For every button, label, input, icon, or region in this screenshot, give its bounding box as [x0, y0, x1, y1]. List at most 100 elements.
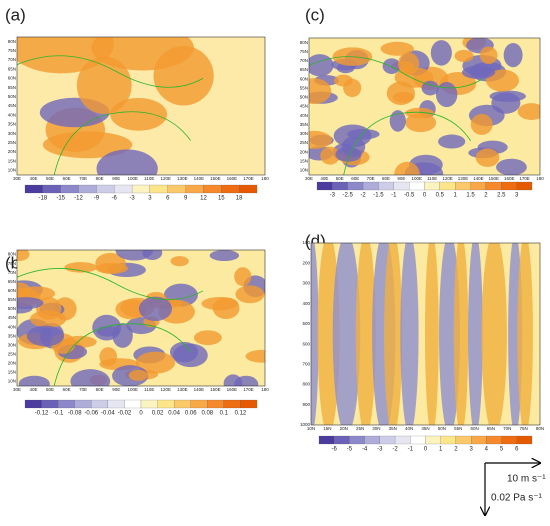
x-tick-label: 40E	[30, 387, 38, 392]
panel-frame	[16, 249, 266, 387]
field-blob	[17, 297, 44, 309]
y-tick-label: 65N	[300, 67, 308, 72]
field-blob	[234, 267, 252, 287]
field-blob	[17, 250, 30, 261]
field-blob	[479, 46, 498, 64]
field-blob	[309, 130, 332, 149]
field-blob	[95, 263, 128, 274]
coastline	[17, 55, 204, 175]
y-tick-label: 70N	[300, 58, 308, 63]
colorbar-segment	[439, 181, 456, 191]
field-blob	[475, 148, 500, 167]
field-blob	[405, 107, 435, 119]
colorbar-segment	[140, 399, 158, 409]
colorbar-tick-label: -1.5	[373, 193, 384, 199]
x-tick-label: 70E	[79, 387, 87, 392]
field-blob	[454, 49, 474, 63]
field-blob	[430, 40, 452, 66]
colorbar-tick-label: 2	[454, 447, 458, 453]
colorbar-tick-label: 5	[500, 447, 504, 453]
colorbar-tick-label: 0.02	[152, 411, 164, 417]
y-tick-label: 30N	[300, 131, 308, 136]
field-blob	[317, 243, 340, 425]
field-blob	[169, 341, 199, 363]
colorbar-segment	[410, 435, 426, 445]
y-tick-label: 50N	[8, 306, 16, 311]
y-tick-label: 300	[302, 281, 310, 286]
y-tick-label: 700	[302, 362, 310, 367]
x-tick-label: 30N	[372, 426, 380, 431]
colorbar-segment	[349, 435, 365, 445]
panel-field	[311, 243, 540, 425]
y-tick-label: 80N	[8, 39, 16, 44]
colorbar-segment	[239, 184, 258, 194]
colorbar-tick-label: 4	[485, 447, 489, 453]
colorbar-tick-label: 0.1	[220, 411, 229, 417]
colorbar-segment	[364, 435, 380, 445]
field-blob	[110, 97, 168, 131]
y-tick-label: 70N	[8, 270, 16, 275]
colorbar-tick-label: 3	[148, 196, 152, 202]
colorbar-segment	[318, 435, 335, 445]
coastline	[309, 56, 483, 175]
colorbar-tick-label: 0.08	[201, 411, 213, 417]
field-blob	[29, 310, 67, 328]
colorbar-tick-label: 1	[439, 447, 443, 453]
field-blob	[393, 91, 415, 103]
colorbar-tick-label: 0.04	[168, 411, 180, 417]
field-blob	[26, 325, 65, 347]
x-tick-label: 100E	[127, 176, 138, 181]
colorbar-tick-label: 3	[515, 193, 519, 199]
colorbar-tick-label: -0.08	[68, 411, 82, 417]
x-tick-label: 70E	[79, 176, 87, 181]
colorbar-segment	[74, 399, 92, 409]
colorbar-tick-label: 0.06	[185, 411, 197, 417]
x-tick-label: 65N	[487, 426, 495, 431]
y-tick-label: 65N	[8, 66, 16, 71]
y-tick-label: 35N	[300, 122, 308, 127]
x-tick-label: 40E	[30, 176, 38, 181]
colorbar-tick-label: -5	[347, 447, 353, 453]
panel-field	[17, 37, 265, 175]
colorbar-segment	[58, 399, 75, 409]
colorbar-tick-label: -12	[74, 196, 83, 202]
x-tick-label: 60E	[63, 387, 71, 392]
panel-frame	[310, 242, 541, 426]
y-tick-label: 15N	[300, 158, 308, 163]
colorbar-segment	[167, 184, 186, 194]
x-tick-label: 80N	[536, 426, 544, 431]
y-tick-label: 80N	[300, 40, 308, 45]
colorbar-tick-label: -0.12	[35, 411, 49, 417]
field-blob	[128, 369, 148, 381]
panel-field	[17, 250, 265, 386]
y-tick-label: 45N	[8, 315, 16, 320]
panel-frame	[308, 37, 541, 176]
colorbar-segment	[131, 184, 151, 194]
colorbar-segment	[107, 399, 125, 409]
field-blob	[470, 113, 493, 135]
x-tick-label: 50E	[46, 387, 54, 392]
colorbar-segment	[485, 181, 502, 191]
x-tick-label: 130E	[458, 176, 469, 181]
field-blob	[320, 146, 340, 165]
x-tick-label: 160E	[227, 387, 238, 392]
x-tick-label: 80E	[96, 387, 104, 392]
colorbar-segment	[470, 181, 487, 191]
x-tick-label: 50E	[336, 176, 344, 181]
field-blob	[212, 297, 240, 320]
x-tick-label: 25N	[356, 426, 364, 431]
colorbar-segment	[24, 399, 42, 409]
colorbar-segment	[334, 435, 350, 445]
field-blob	[332, 243, 361, 425]
x-tick-label: 80E	[96, 176, 104, 181]
y-tick-label: 35N	[8, 122, 16, 127]
colorbar-tick-label: -18	[39, 196, 48, 202]
x-tick-label: 140E	[194, 387, 205, 392]
y-tick-label: 75N	[300, 49, 308, 54]
colorbar-segment	[471, 435, 487, 445]
colorbar-segment	[91, 399, 108, 409]
y-tick-label: 15N	[8, 370, 16, 375]
colorbar-segment	[174, 399, 191, 409]
colorbar-tick-label: 3	[469, 447, 473, 453]
field-blob	[400, 243, 419, 425]
